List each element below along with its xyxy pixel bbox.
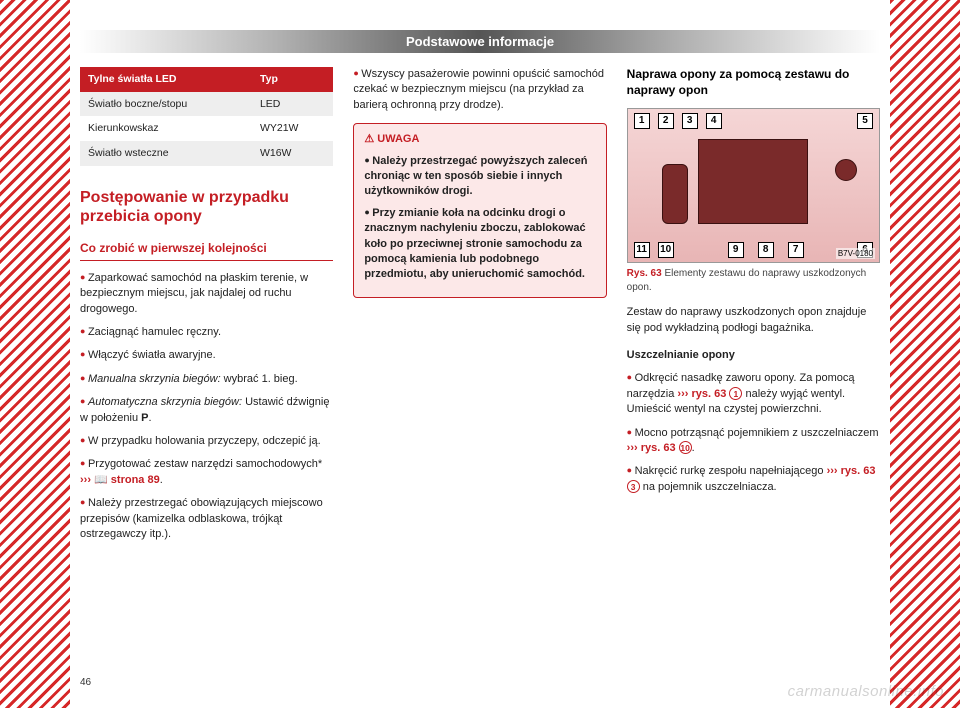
column-3: Naprawa opony za pomocą zestawu do napra… [627,67,880,550]
bullet-item: Nakręcić rurkę zespołu napełniającego ››… [627,464,880,495]
callout-num: 7 [788,242,804,258]
section-heading: Postępowanie w przypadku przebicia opony [80,188,333,226]
subsection-heading: Co zrobić w pierwszej kolejności [80,240,333,261]
bullet-item: Wszyscy pasażerowie powinni opuścić samo… [353,67,606,113]
callout-num: 9 [728,242,744,258]
bottle-shape [662,164,688,224]
bullet-item: Zaparkować samochód na płaskim terenie, … [80,271,333,317]
bullet-item: Przygotować zestaw narzędzi samochodowyc… [80,457,333,488]
callout-num: 5 [857,113,873,129]
figure-caption: Rys. 63 Elementy zestawu do naprawy uszk… [627,267,880,295]
stripe-left [0,0,70,708]
table-row: Światło wsteczne W16W [80,141,333,166]
image-id: B7V-0180 [836,248,875,259]
callout-num: 1 [634,113,650,129]
bullet-item: Manualna skrzynia biegów: wybrać 1. bieg… [80,372,333,387]
table-row: Kierunkowskaz WY21W [80,116,333,141]
bullet-item: Włączyć światła awaryjne. [80,348,333,363]
figure-63: 1 2 3 4 5 11 10 9 8 7 6 B7V-0180 [627,108,880,263]
warning-bullet: Przy zmianie koła na odcinku drogi o zna… [364,206,595,283]
bullet-item: Należy przestrzegać obowiązujących miejs… [80,496,333,542]
watermark: carmanualsonline.info [788,683,944,700]
book-icon: ››› 📖 strona 89 [80,474,160,486]
page-number: 46 [80,677,91,688]
column-2: Wszyscy pasażerowie powinni opuścić samo… [353,67,606,550]
bullet-item: Zaciągnąć hamulec ręczny. [80,325,333,340]
page-body: Podstawowe informacje Tylne światła LED … [80,30,880,688]
stripe-right [890,0,960,708]
callout-circle: 1 [729,387,742,400]
compressor-shape [698,139,808,224]
callout-num: 8 [758,242,774,258]
th-1: Typ [252,67,333,92]
sub-heading: Uszczelnianie opony [627,348,880,363]
page-header: Podstawowe informacje [80,30,880,53]
paragraph: Zestaw do naprawy uszkodzonych opon znaj… [627,305,880,336]
callout-circle: 10 [679,441,692,454]
gauge-shape [835,159,857,181]
callout-num: 4 [706,113,722,129]
warning-title: UWAGA [364,132,595,147]
lights-table: Tylne światła LED Typ Światło boczne/sto… [80,67,333,166]
content-columns: Tylne światła LED Typ Światło boczne/sto… [80,67,880,550]
bullet-item: Automatyczna skrzynia biegów: Ustawić dź… [80,395,333,426]
th-0: Tylne światła LED [80,67,252,92]
callout-num: 3 [682,113,698,129]
column-1: Tylne światła LED Typ Światło boczne/sto… [80,67,333,550]
bullet-item: Mocno potrząsnąć pojemnikiem z uszczelni… [627,426,880,457]
callout-num: 11 [634,242,650,258]
callout-num: 2 [658,113,674,129]
warning-box: UWAGA Należy przestrzegać powyższych zal… [353,123,606,298]
bullet-item: W przypadku holowania przyczepy, odczepi… [80,434,333,449]
callout-circle: 3 [627,480,640,493]
warning-bullet: Należy przestrzegać powyższych zaleceń c… [364,154,595,200]
subsection-heading: Naprawa opony za pomocą zestawu do napra… [627,67,880,98]
callout-num: 10 [658,242,674,258]
bullet-item: Odkręcić nasadkę zaworu opony. Za pomocą… [627,371,880,417]
table-row: Światło boczne/stopu LED [80,92,333,117]
